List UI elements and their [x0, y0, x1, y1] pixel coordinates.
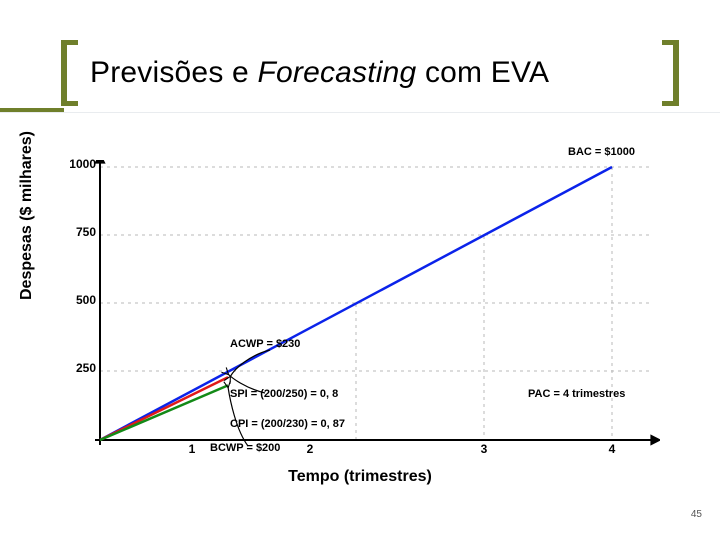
- anno-acwp: ACWP = $230: [230, 338, 300, 350]
- xtick-1: 1: [182, 442, 202, 456]
- xtick-2: 2: [300, 442, 320, 456]
- anno-cpi: CPI = (200/230) = 0, 87: [230, 418, 345, 430]
- page-number: 45: [691, 509, 702, 520]
- xtick-4: 4: [602, 442, 622, 456]
- bracket-right-icon: [658, 40, 680, 106]
- rule-line: [0, 112, 720, 113]
- x-axis-label: Tempo (trimestres): [60, 468, 660, 534]
- anno-bac: BAC = $1000: [568, 146, 635, 158]
- anno-pac: PAC = 4 trimestres: [528, 388, 625, 400]
- slide: Previsões e Forecasting com EVA Despesas…: [0, 0, 720, 540]
- bracket-left-icon: [60, 40, 82, 106]
- title-suffix: com EVA: [416, 56, 549, 89]
- xtick-3: 3: [474, 442, 494, 456]
- anno-bcwp: BCWP = $200: [210, 442, 280, 454]
- chart-svg: [60, 160, 660, 470]
- anno-spi: SPI = (200/250) = 0, 8: [230, 388, 338, 400]
- eva-chart: 1000 750 500 250: [60, 160, 660, 500]
- title-bar: Previsões e Forecasting com EVA: [60, 42, 680, 104]
- page-title: Previsões e Forecasting com EVA: [90, 56, 650, 90]
- title-italic: Forecasting: [257, 56, 416, 89]
- y-axis-label: Despesas ($ milhares): [18, 131, 36, 300]
- title-prefix: Previsões e: [90, 56, 257, 89]
